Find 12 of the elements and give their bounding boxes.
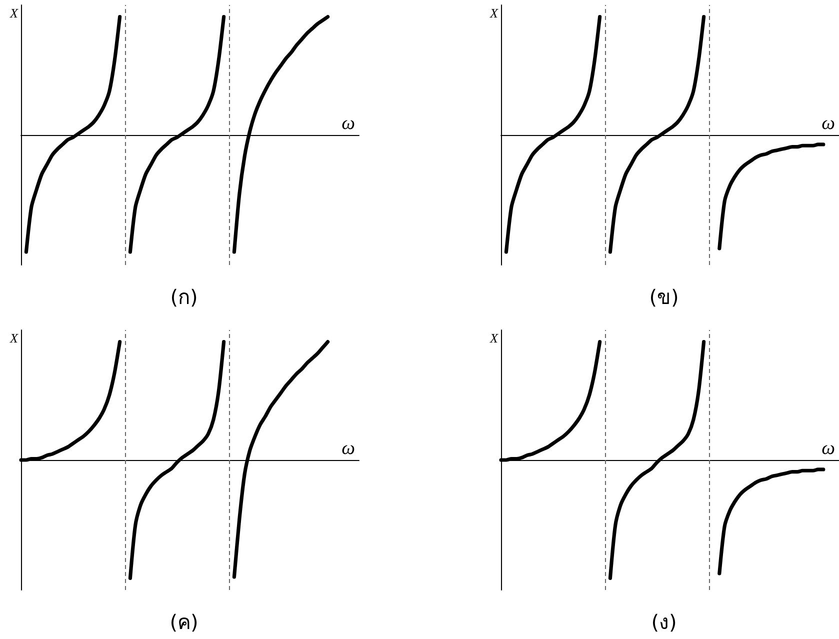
x-axis-title: ω [822, 113, 835, 134]
y-axis-title: X [489, 6, 500, 20]
x-axis-title: ω [822, 438, 835, 459]
text: (ง) [651, 610, 677, 634]
y-axis-title: X [489, 330, 500, 346]
x-axis-title: ω [342, 113, 355, 134]
text: (ค) [170, 610, 198, 634]
y-axis-title: X [9, 330, 20, 346]
text: (ข) [649, 285, 679, 309]
text: (ก) [170, 285, 198, 309]
y-axis-title: X [9, 6, 20, 20]
x-axis-title: ω [342, 438, 355, 459]
